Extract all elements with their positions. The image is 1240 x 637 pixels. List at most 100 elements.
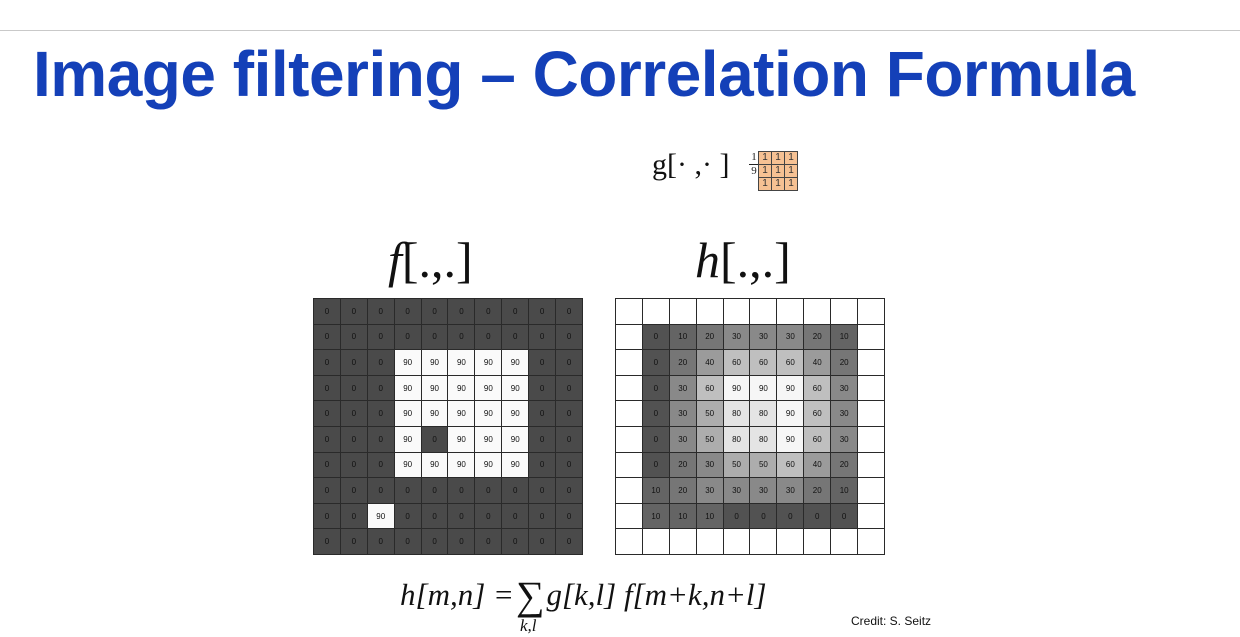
input-pixel-cell: 0 <box>340 350 367 375</box>
output-pixel-cell: 0 <box>642 452 669 478</box>
output-pixel-cell <box>777 299 804 324</box>
input-pixel-cell: 0 <box>394 478 421 503</box>
output-pixel-cell: 10 <box>642 503 669 529</box>
input-pixel-cell: 0 <box>475 299 502 324</box>
kernel-cell: 1 <box>785 178 797 190</box>
output-pixel-cell: 30 <box>777 324 804 350</box>
input-pixel-cell: 0 <box>556 503 582 529</box>
input-pixel-cell: 0 <box>421 503 448 529</box>
output-pixel-cell: 20 <box>831 350 858 375</box>
output-pixel-cell: 40 <box>804 350 831 375</box>
output-pixel-cell: 0 <box>642 350 669 375</box>
output-pixel-cell: 30 <box>831 427 858 452</box>
output-pixel-cell: 20 <box>669 350 696 375</box>
output-pixel-cell <box>858 427 884 452</box>
input-pixel-cell: 90 <box>502 401 529 426</box>
output-pixel-cell: 30 <box>723 324 750 350</box>
output-pixel-cell: 30 <box>669 375 696 401</box>
output-pixel-cell: 10 <box>831 324 858 350</box>
formula-lhs: h[m,n] = <box>400 577 514 612</box>
input-pixel-cell: 90 <box>367 503 394 529</box>
output-pixel-cell <box>616 503 642 529</box>
output-pixel-cell <box>642 299 669 324</box>
input-pixel-cell: 90 <box>475 350 502 375</box>
input-pixel-cell: 90 <box>475 452 502 478</box>
input-pixel-cell: 90 <box>448 452 475 478</box>
input-pixel-cell: 0 <box>421 529 448 554</box>
input-pixel-cell: 0 <box>529 375 556 401</box>
output-pixel-cell <box>858 299 884 324</box>
input-image-label-text: [.,.] <box>401 232 473 288</box>
input-pixel-cell: 90 <box>394 350 421 375</box>
input-pixel-cell: 0 <box>529 350 556 375</box>
kernel-fraction: 1 9 <box>748 151 760 178</box>
input-pixel-cell: 0 <box>340 324 367 350</box>
input-pixel-cell: 0 <box>340 427 367 452</box>
input-pixel-cell: 90 <box>502 375 529 401</box>
output-pixel-cell: 30 <box>723 478 750 503</box>
input-pixel-cell: 0 <box>314 375 340 401</box>
input-pixel-cell: 0 <box>421 324 448 350</box>
output-pixel-cell: 20 <box>804 324 831 350</box>
kernel-cell: 1 <box>759 178 771 190</box>
input-pixel-cell: 0 <box>448 529 475 554</box>
kernel-cell: 1 <box>772 152 784 164</box>
output-pixel-cell: 10 <box>831 478 858 503</box>
output-pixel-cell: 30 <box>669 401 696 426</box>
input-pixel-cell: 0 <box>367 401 394 426</box>
output-image-label: h[.,.] <box>695 232 791 288</box>
input-pixel-cell: 0 <box>475 503 502 529</box>
input-pixel-cell: 0 <box>502 478 529 503</box>
input-pixel-cell: 0 <box>529 401 556 426</box>
input-pixel-cell: 0 <box>394 299 421 324</box>
output-pixel-cell <box>858 375 884 401</box>
output-pixel-cell: 60 <box>804 427 831 452</box>
output-pixel-cell <box>616 375 642 401</box>
input-pixel-cell: 0 <box>502 299 529 324</box>
output-pixel-cell: 20 <box>804 478 831 503</box>
kernel-cell: 1 <box>772 178 784 190</box>
kernel-cell: 1 <box>772 165 784 177</box>
output-pixel-cell <box>696 299 723 324</box>
output-pixel-cell <box>616 452 642 478</box>
input-pixel-cell: 0 <box>340 452 367 478</box>
input-pixel-cell: 0 <box>529 529 556 554</box>
input-pixel-cell: 90 <box>448 401 475 426</box>
output-pixel-cell <box>696 529 723 554</box>
kernel-fraction-numerator: 1 <box>751 151 757 163</box>
output-pixel-cell <box>669 529 696 554</box>
output-pixel-cell <box>831 529 858 554</box>
input-pixel-cell: 0 <box>421 427 448 452</box>
output-pixel-cell <box>750 299 777 324</box>
output-pixel-cell <box>616 350 642 375</box>
input-pixel-cell: 0 <box>448 324 475 350</box>
input-pixel-cell: 0 <box>394 529 421 554</box>
output-pixel-cell <box>858 529 884 554</box>
input-pixel-cell: 90 <box>448 427 475 452</box>
output-pixel-cell <box>669 299 696 324</box>
slide-title: Image filtering – Correlation Formula <box>33 38 1135 110</box>
output-pixel-cell <box>858 401 884 426</box>
kernel-label: g[· ,· ] <box>652 148 730 181</box>
input-pixel-cell: 0 <box>556 299 582 324</box>
output-pixel-cell: 60 <box>777 452 804 478</box>
output-pixel-cell: 30 <box>750 478 777 503</box>
input-pixel-cell: 0 <box>314 401 340 426</box>
kernel-fraction-bar <box>749 164 759 165</box>
output-pixel-cell: 0 <box>750 503 777 529</box>
output-pixel-cell: 0 <box>777 503 804 529</box>
input-pixel-cell: 0 <box>314 503 340 529</box>
output-pixel-cell: 80 <box>750 427 777 452</box>
kernel-grid: 1 1 1 1 1 1 1 1 1 <box>758 151 798 191</box>
input-pixel-cell: 0 <box>340 503 367 529</box>
input-pixel-cell: 0 <box>556 401 582 426</box>
input-pixel-cell: 90 <box>421 401 448 426</box>
output-pixel-cell: 0 <box>642 324 669 350</box>
output-pixel-cell: 30 <box>831 401 858 426</box>
output-pixel-cell <box>616 324 642 350</box>
input-pixel-cell: 0 <box>529 478 556 503</box>
input-pixel-cell: 0 <box>394 324 421 350</box>
input-pixel-cell: 0 <box>556 324 582 350</box>
input-pixel-cell: 0 <box>367 324 394 350</box>
formula-rhs: g[k,l] f[m+k,n+l] <box>546 577 767 612</box>
